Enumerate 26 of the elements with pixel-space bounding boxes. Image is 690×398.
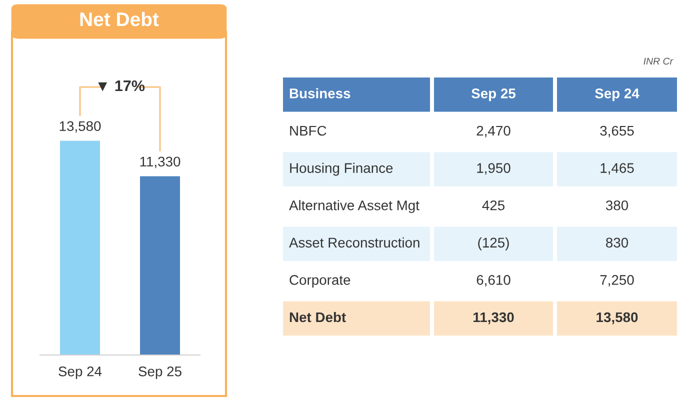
text: NBFC: [290, 126, 326, 136]
chart-title: Net Debt: [80, 12, 159, 26]
text: 2,470: [476, 126, 510, 138]
text: 1,950: [477, 163, 510, 175]
text: 11,330: [474, 312, 514, 324]
text: Net Debt: [290, 312, 346, 322]
text: 6,610: [476, 275, 510, 287]
data-label: 13,580: [60, 121, 101, 133]
text: 7,250: [600, 275, 634, 287]
text: Alternative Asset Mgt: [289, 200, 420, 214]
text: 425: [482, 200, 505, 210]
data-label: 11,330: [140, 156, 180, 168]
text: 380: [606, 200, 628, 210]
text: 3,655: [600, 126, 634, 138]
text: Sep 24: [595, 88, 640, 102]
text: Asset Reconstruction: [289, 237, 420, 248]
text: INR Cr: [644, 58, 674, 65]
text: Corporate: [290, 275, 350, 288]
text: Housing Finance: [290, 162, 393, 176]
text: 13,580: [596, 312, 638, 324]
text: ▼ 17%: [98, 80, 145, 92]
text: (125): [478, 237, 509, 250]
text: 830: [606, 238, 628, 248]
text: Sep 25: [472, 88, 516, 102]
text: Business: [290, 88, 350, 98]
text: 1,465: [600, 163, 634, 175]
